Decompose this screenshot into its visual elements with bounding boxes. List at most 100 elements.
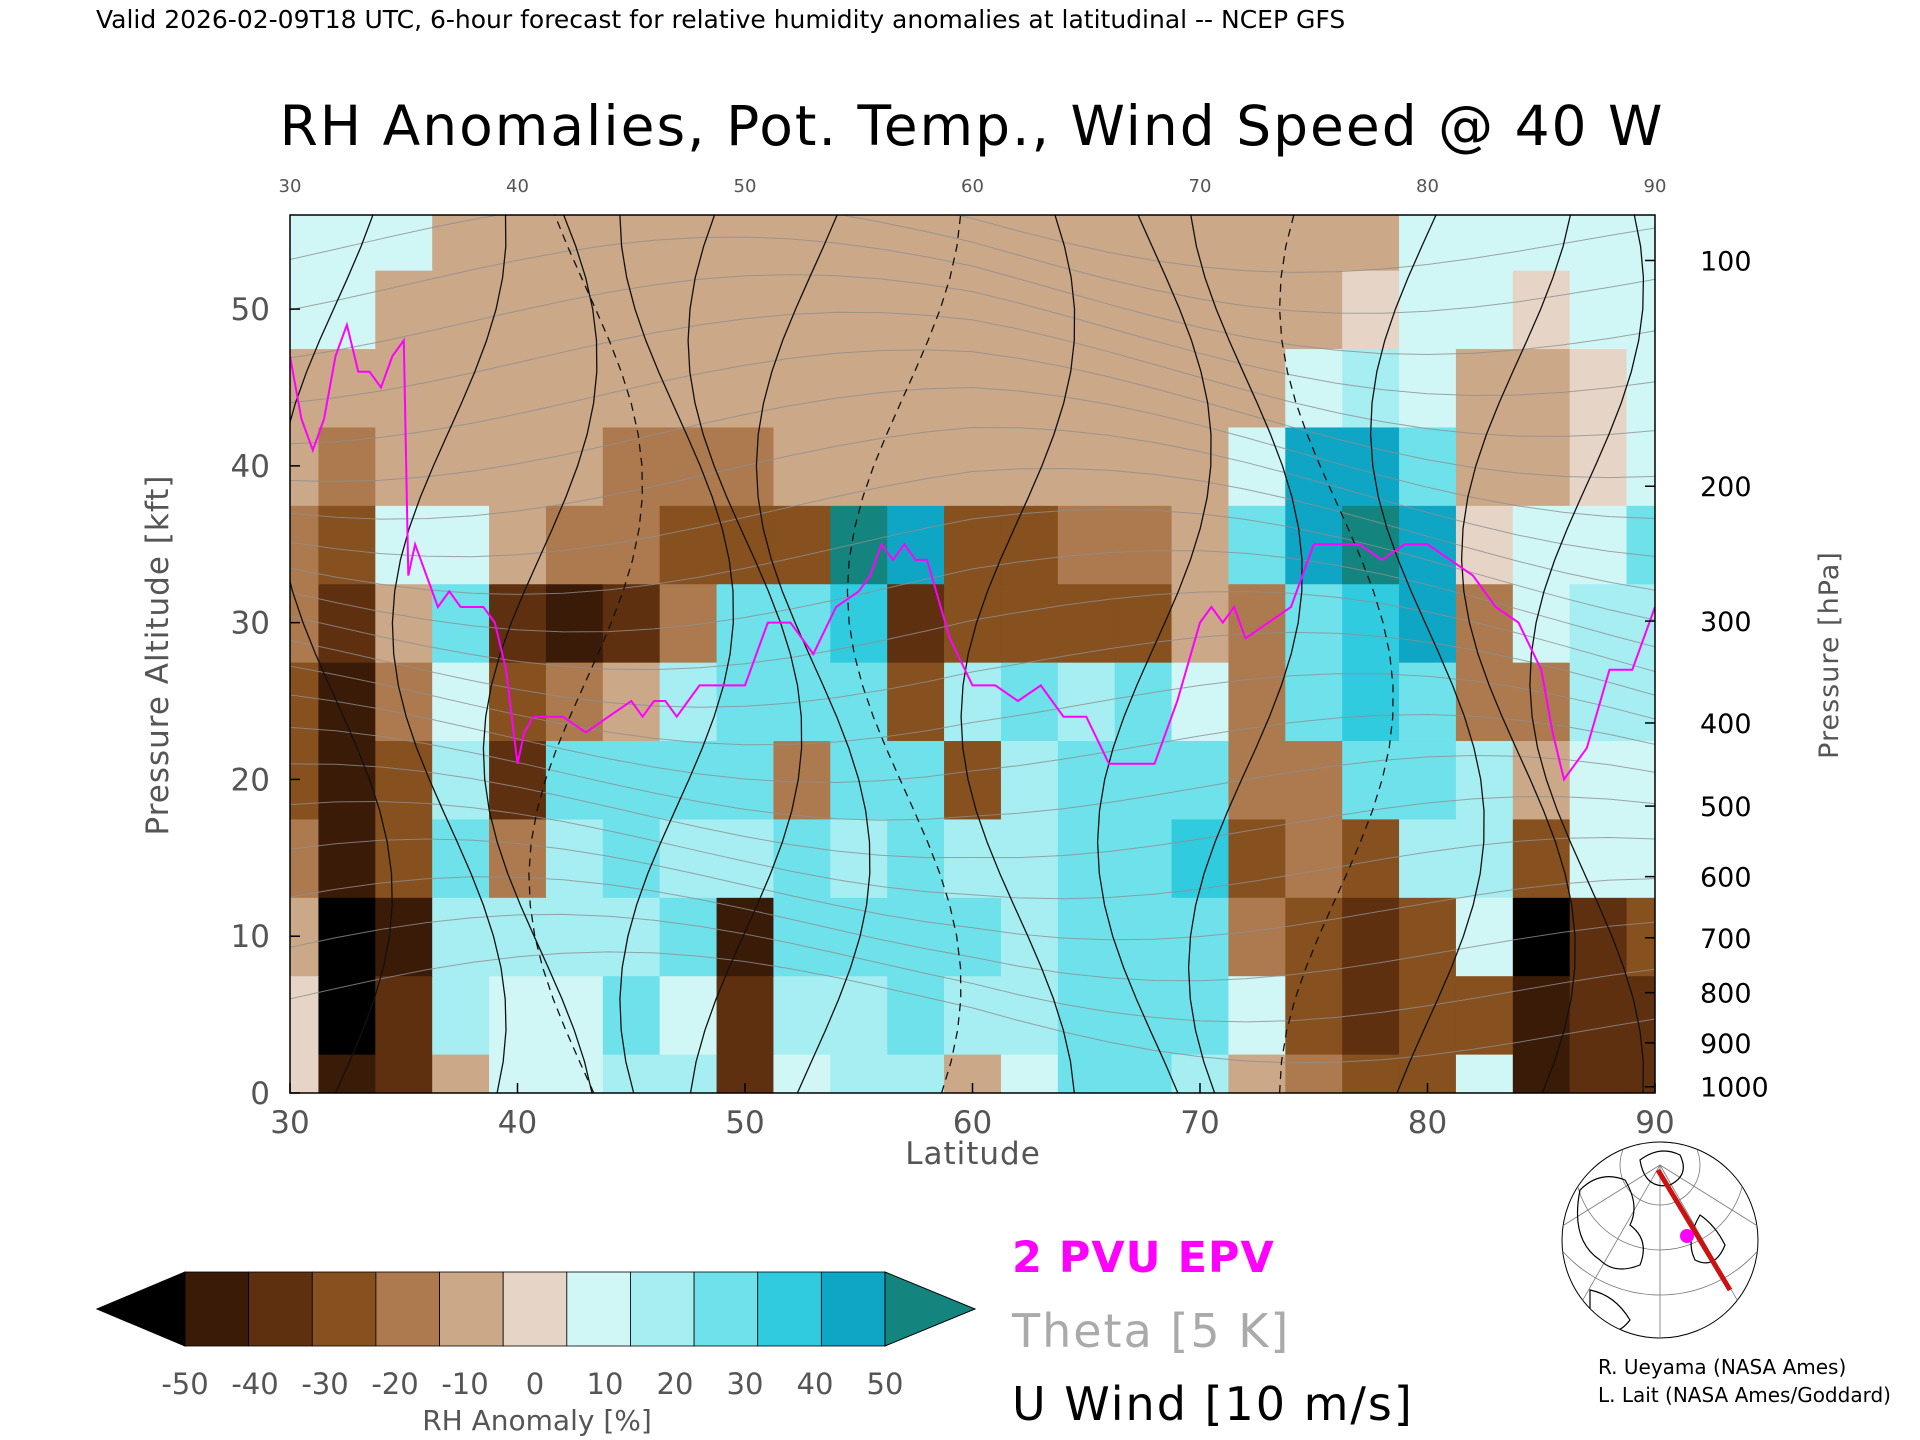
credit-line-1: R. Ueyama (NASA Ames): [1598, 1355, 1846, 1379]
rh-cell: [1285, 348, 1343, 428]
rh-cell: [1342, 661, 1400, 742]
rh-cell: [1114, 505, 1173, 585]
rh-cell: [1626, 505, 1655, 585]
theta-contour: [290, 426, 1655, 557]
rh-cell: [1342, 583, 1400, 663]
rh-cell: [830, 1053, 888, 1093]
theta-contour: [290, 349, 1655, 479]
x-top-tick-label: 90: [1644, 176, 1667, 197]
credit-line-2: L. Lait (NASA Ames/Goddard): [1598, 1383, 1891, 1407]
rh-cell: [1000, 975, 1059, 1055]
x-tick-label: 50: [725, 1105, 764, 1141]
y-tick-label: 20: [231, 762, 270, 798]
rh-cell: [545, 269, 604, 350]
rh-cell: [432, 269, 490, 350]
colorbar-swatch: [693, 1271, 759, 1347]
rh-cell: [1455, 975, 1514, 1055]
rh-cell: [944, 505, 1002, 585]
theta-contour: [290, 800, 1655, 900]
rh-cell: [602, 897, 661, 977]
rh-cell: [1171, 348, 1230, 428]
rh-cell: [1114, 348, 1173, 428]
pressure-tick-label: 200: [1700, 472, 1752, 503]
pressure-axis-label: Pressure [hPa]: [1814, 551, 1845, 759]
rh-cell: [489, 269, 547, 350]
theta-contour: [290, 215, 1655, 314]
theta-contour: [290, 913, 1655, 1023]
rh-cell: [1114, 740, 1173, 820]
rh-cell: [1569, 426, 1628, 506]
rh-cell: [944, 897, 1002, 977]
rh-cell: [489, 215, 547, 271]
rh-cell: [1626, 740, 1655, 820]
rh-cell: [432, 215, 490, 271]
rh-cell: [887, 897, 945, 977]
rh-cell: [545, 505, 604, 585]
rh-cell: [1626, 897, 1655, 977]
rh-cell: [773, 269, 832, 350]
rh-cell: [1171, 505, 1230, 585]
rh-cell: [773, 215, 832, 271]
rh-cell: [318, 348, 377, 428]
rh-cell: [887, 818, 945, 898]
rh-cell: [1569, 1053, 1628, 1093]
rh-cell: [1399, 975, 1457, 1055]
rh-cell: [602, 818, 661, 898]
rh-cell: [1455, 661, 1514, 742]
rh-cell: [375, 740, 433, 820]
rh-cell: [602, 583, 661, 663]
rh-cell: [545, 1053, 604, 1093]
rh-cell: [290, 348, 320, 428]
rh-cell: [432, 426, 490, 506]
rh-cell: [1626, 818, 1655, 898]
y-tick-label: 50: [231, 292, 270, 328]
rh-cell: [489, 426, 547, 506]
rh-cell: [1569, 348, 1628, 428]
rh-cell: [773, 897, 832, 977]
rh-cell: [1512, 897, 1571, 977]
rh-cell: [1057, 818, 1116, 898]
valid-time-line: Valid 2026-02-09T18 UTC, 6-hour forecast…: [96, 5, 1345, 34]
rh-cell: [1512, 1053, 1571, 1093]
chart-title: RH Anomalies, Pot. Temp., Wind Speed @ 4…: [280, 94, 1665, 158]
uwind-contour: [1096, 215, 1212, 1093]
x-top-tick-label: 50: [734, 176, 757, 197]
rh-cell: [1000, 583, 1059, 663]
rh-cell: [1228, 505, 1287, 585]
rh-cell: [773, 505, 832, 585]
rh-cell: [1000, 348, 1059, 428]
rh-cell: [830, 215, 888, 271]
rh-cell: [1285, 269, 1343, 350]
rh-cell: [1057, 583, 1116, 663]
colorbar-swatch: [311, 1271, 377, 1347]
rh-cell: [1626, 426, 1655, 506]
rh-cell: [489, 661, 547, 742]
rh-cell: [830, 269, 888, 350]
colorbar: -50 -40 -30 -20 -10 0 10 20 30 40 50: [95, 1271, 977, 1401]
y-tick-label: 30: [231, 606, 270, 642]
colorbar-tick-label: -10: [441, 1367, 488, 1401]
rh-cell: [318, 1053, 377, 1093]
rh-cell: [773, 1053, 832, 1093]
rh-cell: [1455, 897, 1514, 977]
rh-cell: [887, 661, 945, 742]
rh-cell: [659, 975, 718, 1055]
rh-cell: [887, 269, 945, 350]
rh-cell: [1057, 269, 1116, 350]
rh-cell: [659, 1053, 718, 1093]
theta-contour: [290, 590, 1655, 672]
rh-cell: [432, 897, 490, 977]
rh-cell: [1569, 505, 1628, 585]
rh-cell: [830, 348, 888, 428]
rh-cell: [432, 975, 490, 1055]
x-top-tick-label: 70: [1189, 176, 1212, 197]
rh-cell: [716, 215, 775, 271]
x-tick-label: 40: [498, 1105, 537, 1141]
rh-cell: [1228, 583, 1287, 663]
rh-cell: [318, 818, 377, 898]
rh-cell: [545, 661, 604, 742]
rh-cell: [432, 1053, 490, 1093]
rh-cell: [1399, 348, 1457, 428]
rh-cell: [887, 505, 945, 585]
rh-cell: [1114, 818, 1173, 898]
